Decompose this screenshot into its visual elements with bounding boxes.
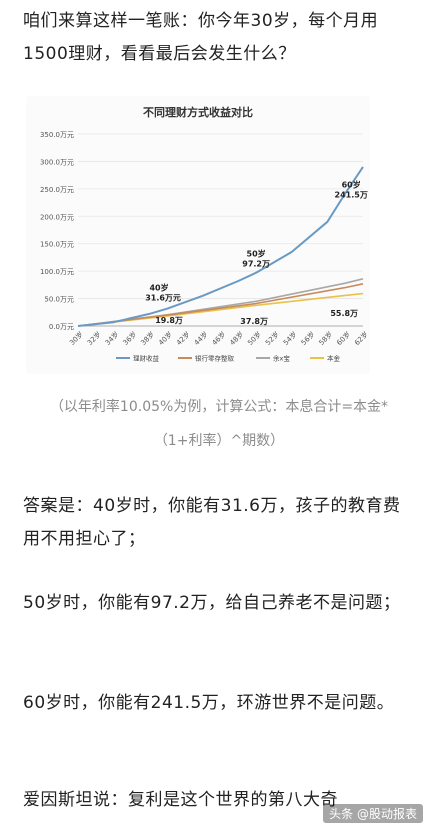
y-tick-label: 200.0万元 <box>40 213 74 221</box>
x-tick-label: 50岁 <box>246 329 264 347</box>
watermark: 头条 @股动报表 <box>323 804 423 823</box>
chart-svg: 不同理财方式收益对比 0.0万元 50.0万元 100.0万元 150.0万元 200.0… <box>40 105 370 363</box>
annotation-age: 60岁 <box>342 180 361 190</box>
annotation-value: 19.8万 <box>155 316 183 325</box>
x-tick-label: 56岁 <box>299 329 317 347</box>
x-tick-label: 48岁 <box>228 329 246 347</box>
x-tick-label: 32岁 <box>85 329 103 347</box>
x-tick-label: 36岁 <box>121 329 139 347</box>
x-tick-label: 58岁 <box>317 329 335 347</box>
x-tick-label: 52岁 <box>263 329 281 347</box>
x-tick-label: 62岁 <box>352 329 370 347</box>
x-tick-label: 42岁 <box>174 329 192 347</box>
annotation-value: 97.2万 <box>242 260 270 269</box>
x-tick-label: 34岁 <box>103 329 121 347</box>
annotation-age: 50岁 <box>247 249 266 259</box>
legend-label: 本金 <box>327 354 341 363</box>
chart-title: 不同理财方式收益对比 <box>143 105 253 119</box>
answer-60-paragraph: 60岁时，你能有241.5万，环游世界不是问题。 <box>23 693 395 713</box>
x-tick-label: 38岁 <box>139 329 157 347</box>
legend-label: 理财收益 <box>133 354 160 363</box>
annotation-value: 241.5万 <box>335 191 368 200</box>
x-tick-label: 46岁 <box>210 329 228 347</box>
answer-40-paragraph: 答案是：40岁时，你能有31.6万，孩子的教育费用不用担心了； <box>23 496 401 549</box>
x-tick-label: 30岁 <box>67 329 85 347</box>
y-tick-label: 300.0万元 <box>40 158 74 166</box>
x-tick-label: 60岁 <box>335 329 353 347</box>
legend-label: 银行零存整取 <box>195 354 235 363</box>
formula-caption: （以年利率10.05%为例，计算公式：本息合计=本金*（1+利率）^期数） <box>49 399 389 449</box>
y-tick-label: 0.0万元 <box>49 323 74 331</box>
annotation-value: 31.6万元 <box>145 294 181 303</box>
series-line <box>77 278 364 327</box>
answer-50-paragraph: 50岁时，你能有97.2万，给自己养老不是问题； <box>23 593 401 613</box>
annotation-value: 37.8万 <box>240 317 268 326</box>
x-tick-label: 44岁 <box>192 329 210 347</box>
series-line <box>77 283 364 327</box>
intro-paragraph: 咱们来算这样一笔账：你今年30岁，每个月用1500理财，看看最后会发生什么？ <box>23 11 379 64</box>
returns-chart: 不同理财方式收益对比 0.0万元 50.0万元 100.0万元 150.0万元 200.0… <box>26 96 370 374</box>
y-tick-label: 250.0万元 <box>40 186 74 194</box>
y-tick-label: 100.0万元 <box>40 268 74 276</box>
x-tick-label: 54岁 <box>281 329 299 347</box>
y-tick-label: 150.0万元 <box>40 241 74 249</box>
x-tick-label: 40岁 <box>156 329 174 347</box>
annotation-value: 55.8万 <box>330 309 358 318</box>
legend-label: 余x宝 <box>273 354 290 363</box>
einstein-paragraph: 爱因斯坦说：复利是这个世界的第八大奇 <box>23 790 338 810</box>
annotation-age: 40岁 <box>149 283 168 293</box>
series-line <box>77 166 364 327</box>
y-tick-label: 50.0万元 <box>44 296 74 304</box>
y-tick-label: 350.0万元 <box>40 131 74 139</box>
